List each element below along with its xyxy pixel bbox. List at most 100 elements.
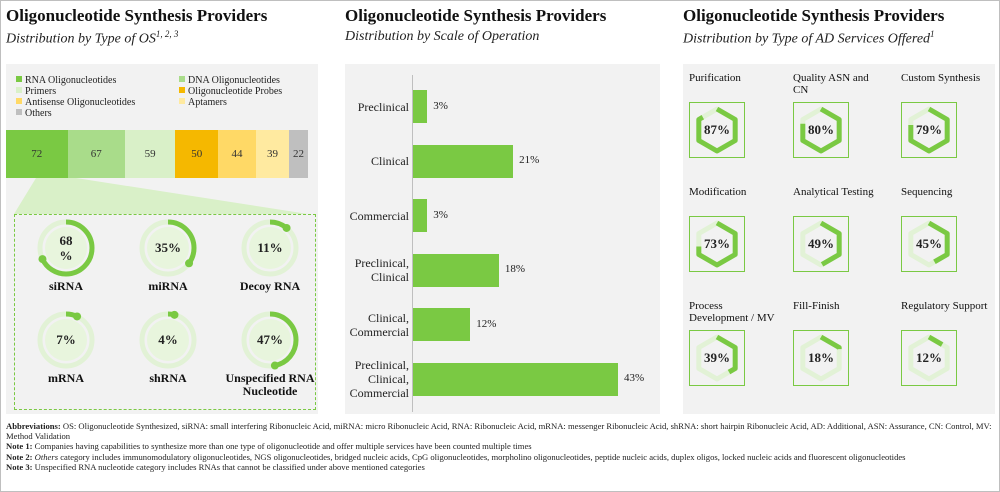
ring-gauge-marker: [185, 259, 194, 268]
service-gauge: Regulatory Support 12%: [901, 300, 1000, 410]
ring-gauge-fill: [139, 311, 197, 369]
bar: [413, 253, 499, 287]
service-label: Modification: [689, 186, 747, 198]
gauge-frame: 18%: [793, 330, 849, 386]
gauge-value: 18%: [808, 350, 834, 365]
stacked-bar: 72 67 59 50 44 39 22: [6, 130, 308, 178]
segment-value-label: 50: [191, 148, 203, 160]
category-label: Clinical: [371, 154, 409, 168]
rna-type-gauge: 47% Unspecified RNA Nucleotide: [220, 310, 320, 398]
legend-swatch: [16, 109, 22, 115]
bar: [413, 90, 428, 123]
ring-gauge-marker: [270, 361, 279, 370]
gauge-frame: 39%: [689, 330, 745, 386]
hexagon-gauge-fill: [696, 334, 738, 382]
ring-gauge-marker: [282, 223, 291, 232]
legend-label: Primers: [25, 86, 57, 97]
gauge-value: 79%: [916, 122, 942, 137]
ring-gauge-marker: [38, 255, 47, 264]
gauge-frame: 79%: [901, 102, 957, 158]
legend-item: Aptamers: [179, 97, 227, 108]
ring-gauge-fill: [241, 219, 299, 277]
gauge-label: Unspecified RNA Nucleotide: [225, 371, 315, 398]
gauge-value: 35%: [155, 240, 181, 255]
bar-value-label: 43%: [624, 372, 645, 384]
hexagon-gauge: [696, 220, 738, 268]
zoom-wedge: [14, 178, 308, 214]
service-gauge: Modification 73%: [689, 186, 789, 296]
hexagon-gauge-fill: [800, 334, 842, 382]
service-label: Process Development / MV: [689, 300, 775, 324]
hexagon-gauge: [696, 334, 738, 382]
category-label: Commercial: [349, 208, 409, 223]
gauge-value: 4%: [158, 332, 178, 347]
gauge-frame: 49%: [793, 216, 849, 272]
panel1-title: Oligonucleotide Synthesis Providers: [6, 6, 268, 25]
stacked-bar-segment: 22: [289, 130, 308, 178]
legend-label: DNA Oligonucleotides: [188, 75, 280, 86]
ring-gauge: [37, 219, 95, 277]
legend-item: Antisense Oligonucleotides: [16, 97, 135, 108]
hexagon-gauge-fill: [800, 220, 842, 268]
gauge-frame: 87%: [689, 102, 745, 158]
legend-label: RNA Oligonucleotides: [25, 75, 117, 86]
gauge-value: 68 %: [59, 233, 73, 263]
rna-type-gauge: 4% shRNA: [118, 310, 218, 385]
service-gauge: Process Development / MV 39%: [689, 300, 789, 410]
stacked-bar-segment: 59: [124, 130, 176, 178]
hexagon-gauge: [908, 334, 950, 382]
hexagon-gauge-fill: [800, 106, 842, 154]
service-label: Quality ASN and CN: [793, 72, 869, 96]
ring-gauge: [241, 311, 299, 370]
stacked-bar-segment: 39: [255, 130, 290, 178]
note-2: Note 2: Others category includes immunom…: [6, 451, 906, 462]
legend-swatch: [179, 98, 185, 104]
gauge-value: 12%: [916, 350, 942, 365]
legend-item: Oligonucleotide Probes: [179, 86, 282, 97]
ring-gauge-fill: [241, 311, 299, 369]
segment-value-label: 44: [231, 148, 243, 160]
hexagon-gauge: [800, 106, 842, 154]
y-axis-line: [412, 75, 413, 412]
ring-gauge: [139, 219, 197, 277]
gauge-label: shRNA: [149, 371, 187, 385]
legend-label: Others: [25, 108, 52, 119]
hexagon-gauge-fill: [696, 220, 738, 268]
hexagon-gauge: [908, 220, 950, 268]
bar-value-label: 21%: [519, 154, 540, 166]
gauge-value: 45%: [916, 236, 942, 251]
service-gauge: Analytical Testing 49%: [793, 186, 893, 296]
gauge-frame: 73%: [689, 216, 745, 272]
hexagon-gauge-fill: [696, 106, 738, 154]
panel1-subtitle: Distribution by Type of OS1, 2, 3: [6, 29, 179, 47]
rna-type-gauge: 7% mRNA: [16, 310, 116, 385]
panel3-title: Oligonucleotide Synthesis Providers: [683, 6, 945, 25]
legend-swatch: [16, 87, 22, 93]
gauge-value: 80%: [808, 122, 834, 137]
panel2-background: [345, 64, 660, 414]
footnotes: Abbreviations: OS: Oligonucleotide Synth…: [6, 421, 996, 472]
gauge-value: 49%: [808, 236, 834, 251]
gauge-value: 39%: [704, 350, 730, 365]
legend-swatch: [179, 76, 185, 82]
rna-type-gauge: 68 % siRNA: [16, 218, 116, 293]
legend-label: Antisense Oligonucleotides: [25, 97, 136, 108]
segment-value-label: 67: [90, 148, 102, 160]
service-gauge: Custom Synthesis 79%: [901, 72, 1000, 182]
hexagon-gauge: [696, 106, 738, 154]
category-label: Preclinical: [357, 99, 409, 114]
note-1: Note 1: Companies having capabilities to…: [6, 441, 532, 452]
stacked-bar-segment: 67: [67, 130, 125, 178]
ring-gauge-fill: [37, 219, 95, 277]
category-label: Preclinical, Clinical, Commercial: [349, 358, 409, 400]
legend-item: DNA Oligonucleotides: [179, 75, 280, 86]
segment-value-label: 72: [31, 148, 43, 160]
hexagon-gauge-fill: [908, 106, 950, 154]
stacked-bar-segment: 44: [218, 130, 256, 178]
ring-gauge-marker: [170, 310, 179, 319]
note-3: Note 3: Unspecified RNA nucleotide categ…: [6, 461, 425, 472]
legend-swatch: [16, 76, 22, 82]
legend-swatch: [16, 98, 22, 104]
service-gauge: Quality ASN and CN 80%: [793, 72, 893, 182]
category-label: Preclinical, Clinical: [354, 256, 409, 284]
